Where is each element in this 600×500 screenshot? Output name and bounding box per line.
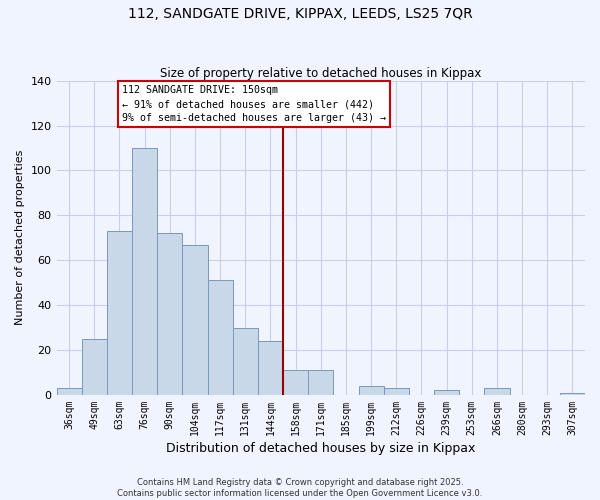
Bar <box>56 388 82 395</box>
Y-axis label: Number of detached properties: Number of detached properties <box>15 150 25 326</box>
Bar <box>258 341 283 395</box>
Bar <box>107 231 132 395</box>
Bar <box>233 328 258 395</box>
Bar <box>157 234 182 395</box>
Text: 112, SANDGATE DRIVE, KIPPAX, LEEDS, LS25 7QR: 112, SANDGATE DRIVE, KIPPAX, LEEDS, LS25… <box>128 8 472 22</box>
Bar <box>308 370 334 395</box>
Bar <box>182 244 208 395</box>
Bar <box>560 392 585 395</box>
Bar <box>359 386 383 395</box>
Bar <box>434 390 459 395</box>
X-axis label: Distribution of detached houses by size in Kippax: Distribution of detached houses by size … <box>166 442 475 455</box>
Bar <box>132 148 157 395</box>
Title: Size of property relative to detached houses in Kippax: Size of property relative to detached ho… <box>160 66 481 80</box>
Bar <box>484 388 509 395</box>
Bar <box>283 370 308 395</box>
Bar <box>208 280 233 395</box>
Text: Contains HM Land Registry data © Crown copyright and database right 2025.
Contai: Contains HM Land Registry data © Crown c… <box>118 478 482 498</box>
Bar <box>383 388 409 395</box>
Bar <box>82 339 107 395</box>
Text: 112 SANDGATE DRIVE: 150sqm
← 91% of detached houses are smaller (442)
9% of semi: 112 SANDGATE DRIVE: 150sqm ← 91% of deta… <box>122 85 386 123</box>
